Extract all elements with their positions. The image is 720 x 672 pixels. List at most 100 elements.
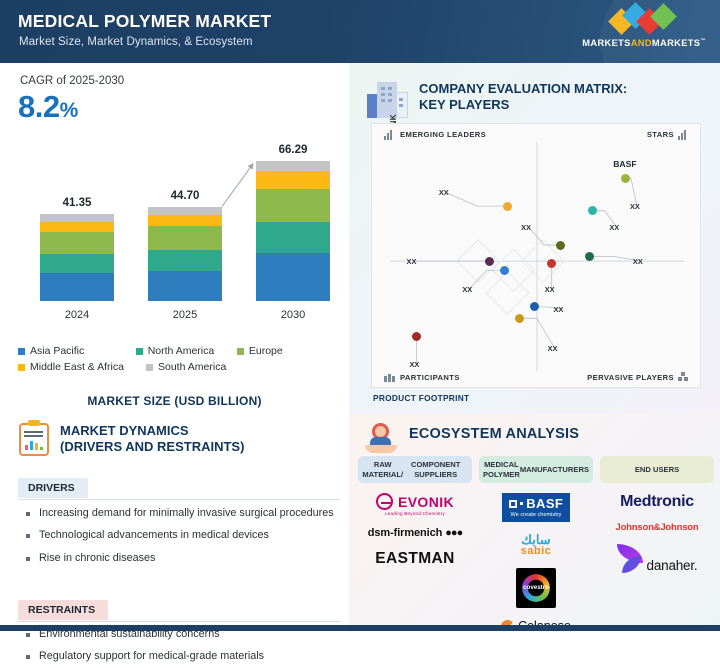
- ecosystem-column: END USERS Medtronic Johnson&Johnson danaher…: [600, 456, 714, 631]
- list-item-text: Increasing demand for minimally invasive…: [39, 507, 334, 519]
- ecosystem-header-line1: RAW MATERIAL/: [362, 460, 404, 479]
- matrix-data-point[interactable]: [547, 258, 557, 268]
- matrix-point-label: XX: [629, 202, 640, 212]
- logo-text-markets1: MARKETS: [582, 38, 631, 49]
- matrix-data-point[interactable]: [411, 332, 421, 342]
- cagr-label: CAGR of 2025-2030: [20, 75, 125, 87]
- drivers-list: Increasing demand for minimally invasive…: [26, 506, 336, 573]
- bar-segment-asia-pacific: [40, 273, 114, 301]
- matrix-axes-and-leaders: [390, 142, 684, 371]
- restraints-tab: RESTRAINTS: [18, 600, 109, 620]
- left-panel: CAGR of 2025-2030 8.2% 41.35 2024 44.70 202…: [0, 63, 349, 662]
- list-item: Increasing demand for minimally invasive…: [26, 506, 336, 520]
- page-title: MEDICAL POLYMER MARKET: [18, 11, 272, 31]
- bar-segment-north-america: [256, 222, 330, 254]
- ecosystem-column: RAW MATERIAL/COMPONENT SUPPLIERS EVONIK Le…: [358, 456, 472, 631]
- ecosystem-header-line1: END USERS: [634, 464, 680, 474]
- list-item: Technological advancements in medical de…: [26, 528, 336, 542]
- market-dynamics-title-line2: (DRIVERS AND RESTRAINTS): [60, 438, 245, 454]
- restraints-list: Environmental sustainability concerns Reg…: [26, 627, 336, 672]
- ecosystem-column-header: END USERS: [600, 456, 714, 483]
- matrix-data-point[interactable]: [514, 313, 524, 323]
- bar-segment-middle-east-africa: [256, 170, 330, 189]
- logo-tm: ™: [700, 38, 706, 44]
- legend-label: North America: [147, 345, 215, 357]
- logo-text-markets2: MARKETS: [651, 38, 701, 49]
- bar-segment-asia-pacific: [148, 270, 222, 301]
- company-logo-covestro: covestro: [516, 568, 556, 608]
- participants-icon: [384, 372, 395, 382]
- page-header: MEDICAL POLYMER MARKET Market Size, Mark…: [0, 0, 720, 63]
- list-item-text: Regulatory support for medical-grade mat…: [39, 650, 265, 663]
- ecosystem-logo-list: Medtronic Johnson&Johnson danaher.: [600, 493, 714, 574]
- bar-segment-north-america: [148, 250, 222, 271]
- matrix-point-label: XX: [438, 188, 449, 198]
- matrix-title-line2: KEY PLAYERS: [419, 97, 510, 113]
- cagr-percent-sign: %: [59, 99, 79, 122]
- matrix-data-point[interactable]: [500, 265, 510, 275]
- buildings-icon: [367, 80, 409, 120]
- brand-logo: MARKETSANDMARKETS™: [582, 2, 706, 56]
- quadrant-label-stars: STARS: [646, 130, 674, 139]
- matrix-data-point[interactable]: [588, 206, 598, 216]
- legend-item: South America: [146, 361, 256, 373]
- legend-label: South America: [158, 361, 227, 373]
- bar-segment-south-america: [40, 213, 114, 222]
- legend-row: Middle East & Africa South America: [18, 361, 338, 373]
- matrix-data-point[interactable]: [529, 302, 539, 312]
- legend-item: Europe: [236, 345, 338, 357]
- restraints-divider: [18, 621, 340, 622]
- ecosystem-header-line2: MANUFACTURERS: [519, 464, 590, 474]
- logo-wordmark: MARKETSANDMARKETS™: [582, 38, 706, 48]
- bar-group: 41.35 2024: [40, 197, 114, 321]
- company-logo-danaher: danaher.: [616, 544, 698, 574]
- matrix-data-point[interactable]: [503, 201, 513, 211]
- bar-total-label: 44.70: [170, 189, 200, 202]
- legend-swatch: [18, 347, 25, 355]
- bar-segment-south-america: [148, 206, 222, 215]
- bar-year-label: 2025: [172, 309, 198, 321]
- quadrant-label-participants: PARTICIPANTS: [400, 373, 460, 382]
- matrix-data-point[interactable]: [556, 240, 566, 250]
- matrix-plot-box: EMERGING LEADERS STARS PARTICIPANTS PERV…: [371, 123, 701, 388]
- bar-total-label: 66.29: [278, 143, 308, 156]
- bar-segment-south-america: [256, 160, 330, 171]
- drivers-tab: DRIVERS: [18, 478, 88, 498]
- chart-legend: Asia Pacific North America Europe Middle Ea…: [18, 345, 338, 377]
- legend-item: Middle East & Africa: [18, 361, 146, 373]
- ecosystem-header-line1: MEDICAL POLYMER: [482, 460, 520, 479]
- bullet-icon: [26, 512, 30, 516]
- pervasive-players-icon: [678, 372, 689, 382]
- matrix-point-label: XX: [632, 257, 643, 267]
- matrix-data-point[interactable]: [485, 256, 495, 266]
- bar-segment-asia-pacific: [256, 253, 330, 301]
- matrix-point-label: XX: [462, 284, 473, 294]
- company-logo-dsm-firmenich: dsm-firmenich ●●●: [367, 527, 463, 539]
- matrix-point-label: XX: [406, 257, 417, 267]
- legend-label: Middle East & Africa: [30, 361, 124, 373]
- company-logo-basf: BASF We create chemistry: [501, 493, 571, 522]
- bar-segment-europe: [148, 226, 222, 251]
- ecosystem-columns: RAW MATERIAL/COMPONENT SUPPLIERS EVONIK Le…: [358, 456, 714, 631]
- matrix-x-axis-label: PRODUCT FOOTPRINT: [373, 393, 470, 403]
- emerging-leaders-icon: [384, 130, 395, 140]
- matrix-data-point[interactable]: [620, 174, 630, 184]
- ecosystem-logo-list: EVONIK Leading Beyond Chemistry dsm-firmen…: [358, 493, 472, 568]
- matrix-point-label: XX: [521, 222, 532, 232]
- hand-person-icon: [363, 422, 401, 456]
- matrix-point-label: XX: [553, 305, 564, 315]
- legend-item: Asia Pacific: [18, 345, 136, 357]
- market-dynamics-header: MARKET DYNAMICS (DRIVERS AND RESTRAINTS): [18, 420, 244, 457]
- legend-swatch: [135, 347, 143, 355]
- bottom-bar: [0, 625, 720, 631]
- market-size-bar-chart: 41.35 2024 44.70 2025 66.29 2030: [0, 123, 349, 323]
- bullet-icon: [26, 655, 30, 660]
- legend-row: Asia Pacific North America Europe: [18, 345, 338, 357]
- bullet-icon: [26, 534, 30, 539]
- list-item: Regulatory support for medical-grade mat…: [26, 649, 336, 663]
- matrix-data-point[interactable]: [585, 252, 595, 261]
- bar-segment-europe: [256, 188, 330, 223]
- matrix-title-line1: COMPANY EVALUATION MATRIX:: [419, 81, 628, 96]
- infographic-page: MEDICAL POLYMER MARKET Market Size, Mark…: [0, 0, 720, 631]
- bar-group: 44.70 2025: [148, 190, 222, 321]
